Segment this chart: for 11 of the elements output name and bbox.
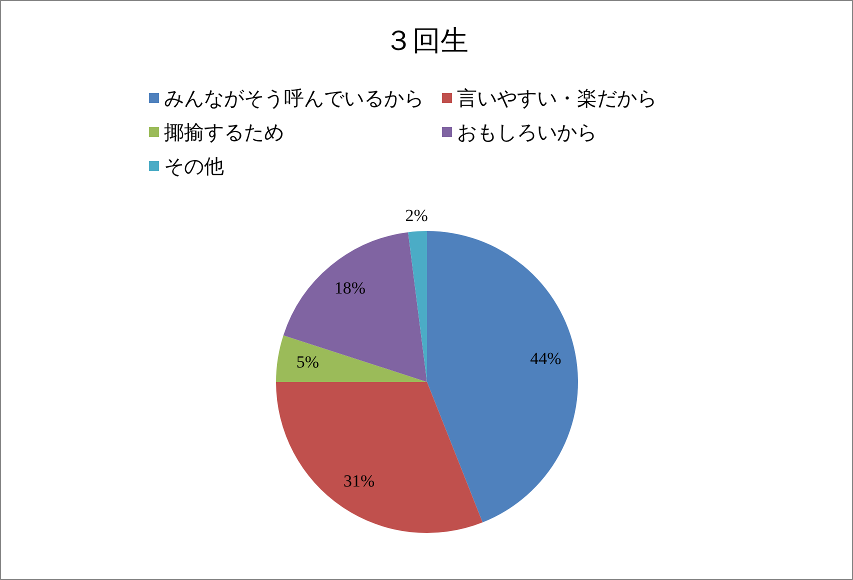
legend-label: みんながそう呼んでいるから — [164, 85, 424, 112]
legend-label: その他 — [164, 153, 224, 180]
chart-title: ３回生 — [384, 23, 470, 59]
data-label: 31% — [344, 471, 375, 490]
data-label: 5% — [296, 352, 320, 372]
data-label: 44% — [530, 348, 562, 368]
data-label: 2% — [405, 206, 428, 225]
data-label: 18% — [334, 278, 366, 298]
legend-label: 言いやすい・楽だから — [457, 85, 657, 112]
legend-label: 揶揄するため — [164, 119, 284, 146]
legend-label: おもしろいから — [457, 119, 597, 146]
